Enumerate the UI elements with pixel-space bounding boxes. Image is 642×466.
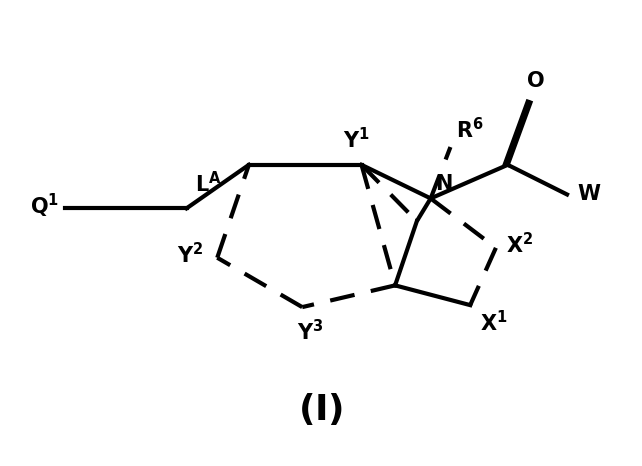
Text: $\mathbf{Y^1}$: $\mathbf{Y^1}$: [343, 127, 370, 152]
Text: $\mathbf{O}$: $\mathbf{O}$: [526, 71, 544, 91]
Text: $\mathbf{L^A}$: $\mathbf{L^A}$: [195, 171, 221, 197]
Text: $\mathbf{X^2}$: $\mathbf{X^2}$: [506, 232, 533, 257]
Text: $\mathbf{Q^1}$: $\mathbf{Q^1}$: [30, 192, 59, 220]
Text: $\mathbf{Y^3}$: $\mathbf{Y^3}$: [297, 319, 324, 344]
Text: $\mathbf{R^6}$: $\mathbf{R^6}$: [456, 117, 484, 142]
Text: $\mathbf{W}$: $\mathbf{W}$: [577, 185, 602, 205]
Text: $\mathbf{(I)}$: $\mathbf{(I)}$: [299, 391, 343, 427]
Text: $\mathbf{X^1}$: $\mathbf{X^1}$: [480, 310, 508, 335]
Text: $\mathbf{Y^2}$: $\mathbf{Y^2}$: [177, 242, 204, 267]
Text: $\mathbf{N}$: $\mathbf{N}$: [435, 174, 452, 194]
